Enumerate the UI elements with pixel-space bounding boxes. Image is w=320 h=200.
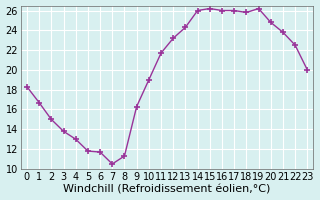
X-axis label: Windchill (Refroidissement éolien,°C): Windchill (Refroidissement éolien,°C) — [63, 184, 271, 194]
